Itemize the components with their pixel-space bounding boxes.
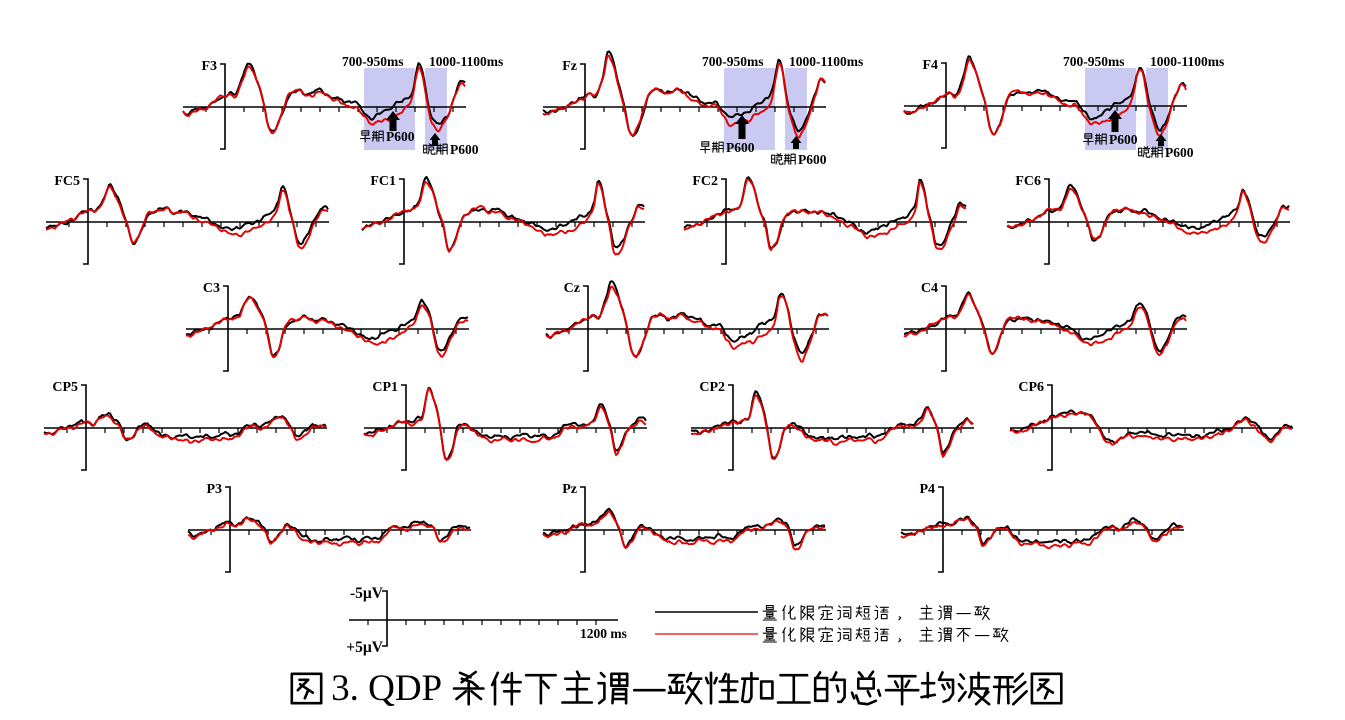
svg-text:1000-1100ms: 1000-1100ms	[789, 54, 863, 69]
svg-text:P600: P600	[1165, 145, 1194, 160]
svg-text:FC6: FC6	[1015, 174, 1041, 189]
svg-text:P600: P600	[726, 140, 755, 155]
svg-text:P4: P4	[919, 482, 935, 497]
svg-text:P600: P600	[798, 152, 827, 167]
svg-text:F3: F3	[201, 59, 217, 74]
svg-text:CP2: CP2	[699, 380, 725, 395]
svg-text:FC5: FC5	[54, 174, 80, 189]
svg-text:1000-1100ms: 1000-1100ms	[429, 54, 503, 69]
svg-text:CP1: CP1	[372, 380, 398, 395]
svg-text:CP5: CP5	[52, 380, 78, 395]
svg-text:FC1: FC1	[370, 174, 396, 189]
svg-text:C3: C3	[203, 281, 220, 296]
svg-text:P600: P600	[1109, 132, 1138, 147]
svg-text:Cz: Cz	[564, 281, 580, 296]
svg-text:F4: F4	[922, 58, 938, 73]
svg-text:P600: P600	[386, 129, 415, 144]
svg-text:CP6: CP6	[1018, 380, 1044, 395]
svg-text:700-950ms: 700-950ms	[342, 54, 404, 69]
svg-text:P3: P3	[206, 482, 222, 497]
svg-text:1000-1100ms: 1000-1100ms	[1150, 54, 1224, 69]
svg-text:Fz: Fz	[562, 59, 577, 74]
svg-text:FC2: FC2	[692, 174, 718, 189]
svg-text:+5µV: +5µV	[346, 639, 384, 656]
svg-text:3. QDP: 3. QDP	[331, 668, 442, 709]
svg-text:P600: P600	[450, 142, 479, 157]
svg-text:700-950ms: 700-950ms	[1063, 54, 1125, 69]
svg-text:C4: C4	[921, 281, 938, 296]
svg-text:-5µV: -5µV	[350, 585, 384, 602]
svg-text:700-950ms: 700-950ms	[702, 54, 764, 69]
svg-text:1200 ms: 1200 ms	[580, 626, 627, 641]
svg-text:Pz: Pz	[562, 482, 577, 497]
